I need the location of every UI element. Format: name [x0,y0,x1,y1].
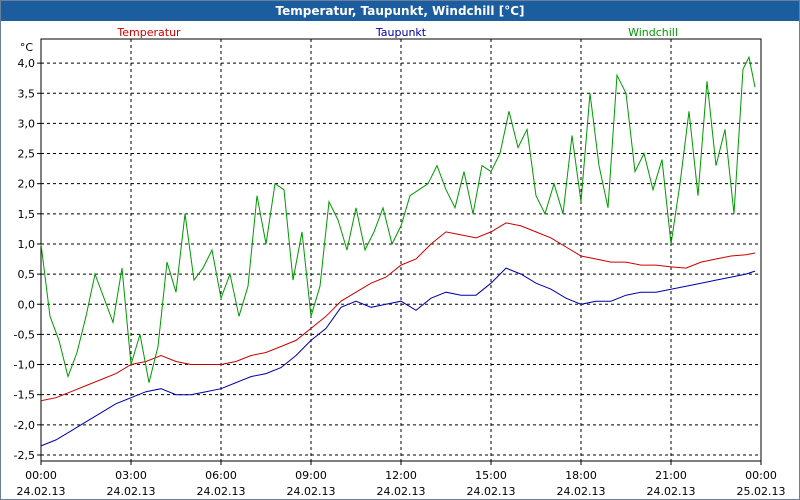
x-tick-label-time: 12:00 [385,469,417,482]
x-tick-label-time: 21:00 [655,469,687,482]
legend-windchill: Windchill [628,26,678,39]
x-tick-label-time: 15:00 [475,469,507,482]
x-tick-label-date: 24.02.13 [467,485,516,498]
series-line-taupunkt [40,267,756,447]
series-line-windchill [40,55,756,383]
series-layer [40,55,756,447]
x-tick-label-time: 00:00 [25,469,57,482]
y-tick-label: 3,0 [18,117,36,130]
chart-title: Temperatur, Taupunkt, Windchill [°C] [1,1,799,21]
x-tick-label-time: 09:00 [295,469,327,482]
x-tick-label-time: 18:00 [565,469,597,482]
y-tick-label: 3,5 [18,87,36,100]
y-tick-label: 0,5 [18,268,36,281]
axis-layer: 4,0 3,5 3,0 2,5 2,0 1,5 1,0 0,5 0,0 -0,5 -1,0 -1,5 -… [14,41,786,498]
x-tick-label-time: 00:00 [745,469,777,482]
y-tick-label: 2,5 [18,148,36,161]
y-tick-label: 1,0 [18,238,36,251]
grid-layer [40,38,762,462]
x-tick-label-date: 24.02.13 [557,485,606,498]
y-tick-label: -1,5 [14,389,35,402]
y-tick-label: 2,0 [18,178,36,191]
legend-temperatur: Temperatur [116,26,181,39]
y-tick-label: 4,0 [18,57,36,70]
legend-layer: Temperatur Taupunkt Windchill [116,26,678,39]
y-tick-label: -2,5 [14,449,35,462]
y-tick-label: 0,0 [18,298,36,311]
legend-taupunkt: Taupunkt [375,26,427,39]
y-unit-label: °C [20,41,34,54]
y-tick-label: -2,0 [14,419,35,432]
y-tick-label: -0,5 [14,328,35,341]
x-tick-label-date: 24.02.13 [287,485,336,498]
y-tick-label: 1,5 [18,208,36,221]
x-tick-label-date: 24.02.13 [377,485,426,498]
x-tick-label-date: 25.02.13 [737,485,786,498]
series-line-temperatur [40,222,756,402]
x-tick-label-date: 24.02.13 [17,485,66,498]
x-tick-label-date: 24.02.13 [647,485,696,498]
x-tick-label-time: 03:00 [115,469,147,482]
x-tick-label-time: 06:00 [205,469,237,482]
x-tick-label-date: 24.02.13 [197,485,246,498]
x-tick-label-date: 24.02.13 [107,485,156,498]
y-tick-label: -1,0 [14,359,35,372]
